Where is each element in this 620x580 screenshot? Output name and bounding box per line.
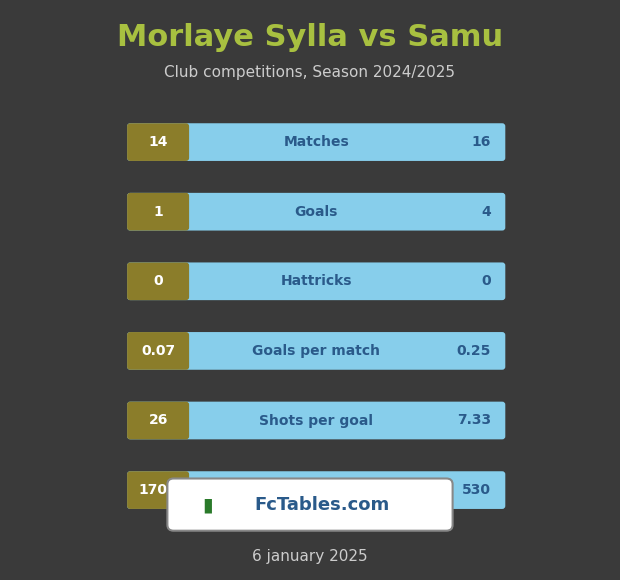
FancyBboxPatch shape [127, 471, 189, 509]
Text: Goals per match: Goals per match [252, 344, 380, 358]
Text: Goals: Goals [294, 205, 338, 219]
Text: ▮: ▮ [202, 495, 213, 514]
Text: Min per goal: Min per goal [267, 483, 365, 497]
Text: Shots per goal: Shots per goal [259, 414, 373, 427]
Text: 4: 4 [481, 205, 491, 219]
Text: 26: 26 [148, 414, 168, 427]
Text: 0.25: 0.25 [457, 344, 491, 358]
Text: 1: 1 [153, 205, 163, 219]
Text: Club competitions, Season 2024/2025: Club competitions, Season 2024/2025 [164, 65, 456, 80]
Text: 6 january 2025: 6 january 2025 [252, 549, 368, 564]
Text: 16: 16 [472, 135, 491, 149]
Text: 14: 14 [148, 135, 168, 149]
Text: 1708: 1708 [139, 483, 177, 497]
FancyBboxPatch shape [127, 123, 505, 161]
FancyBboxPatch shape [127, 401, 505, 440]
Text: FcTables.com: FcTables.com [255, 495, 390, 514]
FancyBboxPatch shape [127, 332, 189, 370]
FancyBboxPatch shape [127, 193, 189, 230]
Text: 0.07: 0.07 [141, 344, 175, 358]
Text: 0: 0 [153, 274, 163, 288]
FancyBboxPatch shape [127, 401, 189, 440]
Text: Matches: Matches [283, 135, 349, 149]
Text: Hattricks: Hattricks [280, 274, 352, 288]
Text: 0: 0 [481, 274, 491, 288]
Text: 7.33: 7.33 [457, 414, 491, 427]
FancyBboxPatch shape [127, 262, 189, 300]
Text: Morlaye Sylla vs Samu: Morlaye Sylla vs Samu [117, 23, 503, 52]
FancyBboxPatch shape [127, 262, 505, 300]
FancyBboxPatch shape [127, 471, 505, 509]
FancyBboxPatch shape [127, 123, 189, 161]
Text: 530: 530 [462, 483, 491, 497]
FancyBboxPatch shape [167, 478, 453, 531]
FancyBboxPatch shape [127, 332, 505, 370]
FancyBboxPatch shape [127, 193, 505, 230]
